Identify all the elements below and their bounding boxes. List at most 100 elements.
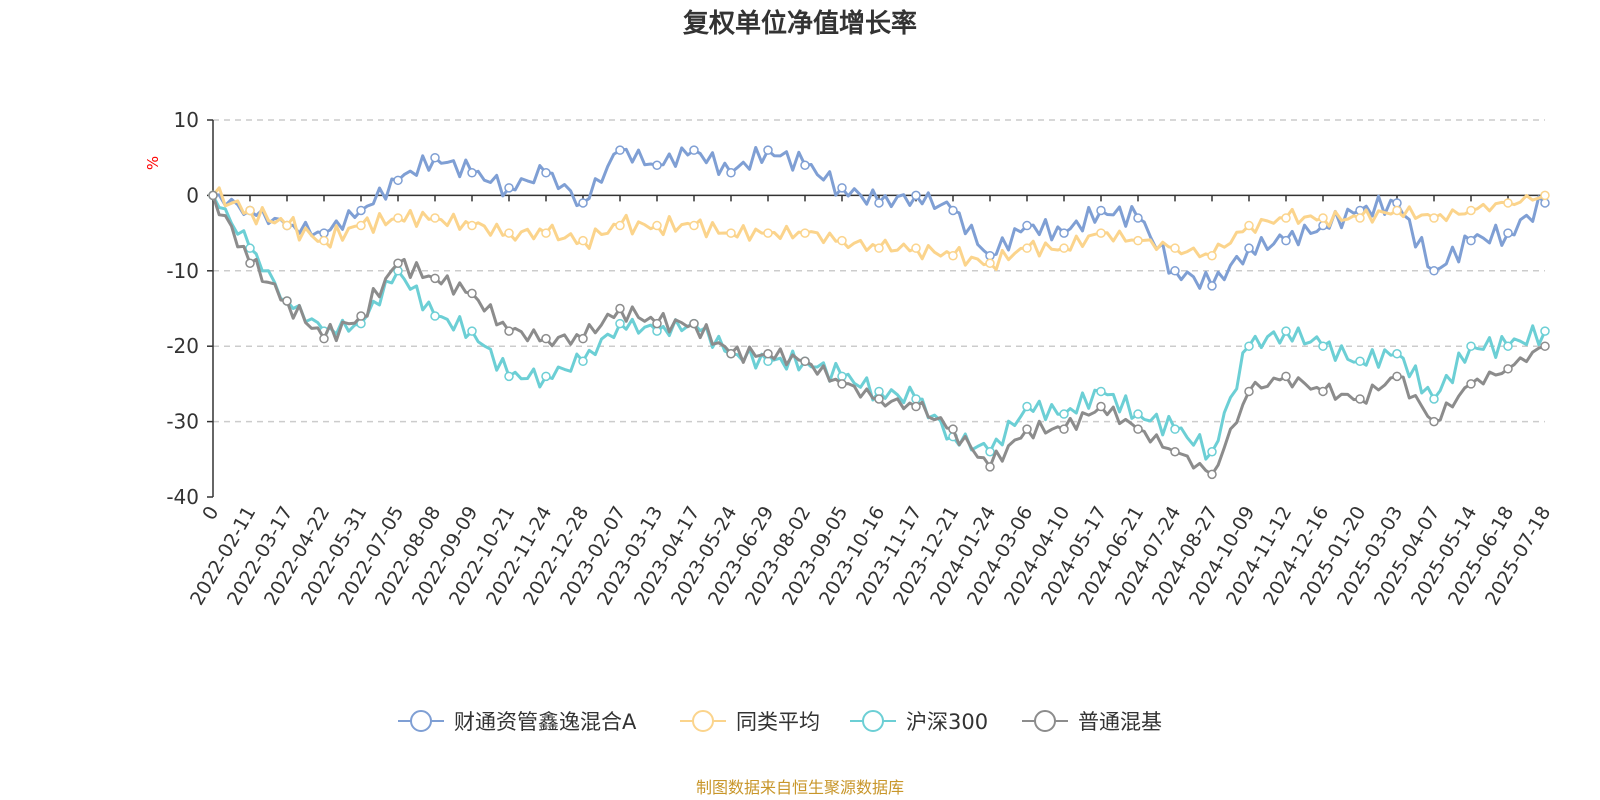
- data-point: [1503, 198, 1513, 208]
- data-point: [1207, 250, 1217, 261]
- data-point: [430, 152, 440, 163]
- data-point: [948, 205, 958, 216]
- data-point: [874, 243, 884, 253]
- data-point: [1392, 205, 1402, 216]
- x-tick-label: 0: [198, 503, 223, 524]
- data-point: [1207, 469, 1217, 480]
- data-point: [541, 371, 551, 382]
- data-point: [356, 311, 366, 321]
- legend-item-3[interactable]: 普通混基: [1022, 710, 1162, 734]
- legend-label: 同类平均: [736, 710, 820, 734]
- data-point: [208, 190, 218, 201]
- data-point: [1503, 341, 1513, 351]
- data-point: [1096, 205, 1106, 216]
- data-point: [985, 447, 995, 457]
- data-point: [1429, 213, 1439, 223]
- legend-circle-icon: [1034, 710, 1056, 732]
- data-point: [245, 243, 255, 253]
- data-point: [1059, 409, 1069, 419]
- y-tick-label: -30: [166, 410, 199, 434]
- data-point: [1466, 205, 1476, 216]
- data-point: [615, 318, 625, 329]
- data-point: [800, 228, 810, 238]
- data-point: [578, 356, 588, 367]
- series-1: [208, 186, 1550, 271]
- data-point: [689, 318, 699, 329]
- data-point: [504, 183, 514, 193]
- legend-label: 普通混基: [1078, 710, 1162, 734]
- data-point: [837, 235, 847, 246]
- data-point: [1244, 243, 1254, 253]
- data-point: [245, 258, 255, 269]
- data-point: [1096, 401, 1106, 412]
- data-point: [504, 228, 514, 238]
- data-point: [1503, 228, 1513, 238]
- y-axis-unit: %: [144, 156, 162, 170]
- data-point: [1281, 213, 1291, 223]
- chart-title: 复权单位净值增长率: [683, 8, 917, 39]
- data-point: [578, 198, 588, 208]
- data-point: [652, 160, 662, 170]
- data-point: [504, 371, 514, 382]
- data-point: [1170, 243, 1180, 253]
- data-point: [1170, 266, 1180, 276]
- y-tick-label: -40: [166, 485, 199, 509]
- data-point: [726, 348, 736, 359]
- series-2: [208, 190, 1550, 461]
- data-point: [1170, 447, 1180, 457]
- legend-item-0[interactable]: 财通资管鑫逸混合A: [398, 710, 637, 734]
- data-point: [1355, 356, 1365, 367]
- data-point: [1244, 341, 1254, 351]
- data-point: [763, 145, 773, 155]
- series-line: [211, 194, 1547, 461]
- data-point: [1355, 213, 1365, 223]
- data-point: [1022, 220, 1032, 231]
- data-point: [1022, 424, 1032, 434]
- data-point: [541, 168, 551, 178]
- legend-item-1[interactable]: 同类平均: [680, 710, 820, 734]
- y-tick-label: -20: [166, 334, 199, 358]
- data-point: [615, 303, 625, 314]
- data-point: [726, 168, 736, 178]
- legend-circle-icon: [862, 710, 884, 732]
- data-point: [1392, 371, 1402, 382]
- data-point: [1540, 190, 1550, 201]
- data-point: [1466, 341, 1476, 351]
- data-point: [1318, 341, 1328, 351]
- data-point: [1022, 243, 1032, 253]
- data-point: [541, 228, 551, 238]
- series-3: [208, 190, 1550, 480]
- data-point: [467, 220, 477, 231]
- data-point: [393, 213, 403, 223]
- data-point: [430, 213, 440, 223]
- legend-circle-icon: [692, 710, 714, 732]
- data-point: [948, 424, 958, 434]
- data-point: [800, 160, 810, 170]
- legend-label: 沪深300: [906, 710, 988, 734]
- y-tick-labels: 10 0 -10 -20 -30 -40: [166, 108, 213, 509]
- data-point: [1207, 447, 1217, 457]
- data-point: [985, 258, 995, 269]
- data-point: [1133, 409, 1143, 419]
- series-0: [208, 145, 1550, 291]
- data-point: [282, 296, 292, 306]
- data-point: [1281, 235, 1291, 246]
- data-point: [504, 326, 514, 336]
- legend[interactable]: 财通资管鑫逸混合A 同类平均 沪深300 普通混基: [398, 710, 1162, 734]
- data-point: [245, 205, 255, 216]
- data-point: [726, 228, 736, 238]
- data-point: [282, 220, 292, 231]
- data-point: [874, 198, 884, 208]
- y-tick-label: -10: [166, 259, 199, 283]
- data-source-note: 制图数据来自恒生聚源数据库: [696, 778, 904, 797]
- data-point: [578, 235, 588, 246]
- data-point: [911, 401, 921, 412]
- data-point: [578, 333, 588, 344]
- data-point: [1059, 228, 1069, 238]
- legend-item-2[interactable]: 沪深300: [850, 710, 988, 734]
- data-point: [763, 348, 773, 359]
- data-point: [1096, 386, 1106, 397]
- data-point: [911, 190, 921, 201]
- data-point: [1429, 394, 1439, 404]
